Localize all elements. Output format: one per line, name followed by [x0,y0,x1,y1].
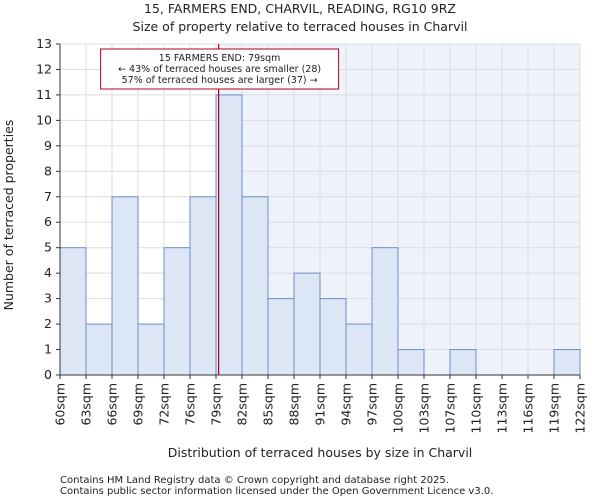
annotation-line: 15 FARMERS END: 79sqm [159,53,281,64]
bar-97sqm [371,247,399,376]
bar-94sqm [345,323,373,376]
x-tick-label: 116sqm [521,383,536,433]
bar-66sqm [111,196,139,376]
bar-63sqm [85,323,113,376]
footer-line-2: Contains public sector information licen… [60,486,493,497]
x-tick-label: 113sqm [495,383,510,433]
marker-layer: 15 FARMERS END: 79sqm← 43% of terraced h… [100,44,340,375]
x-tick-label: 66sqm [105,383,120,426]
bar-119sqm [553,349,581,376]
bars-layer [59,94,581,376]
x-tick-label: 110sqm [469,383,484,433]
footer-line-1: Contains HM Land Registry data © Crown c… [60,475,449,486]
y-tick-label: 0 [44,367,52,382]
y-tick-label: 4 [44,265,52,280]
y-tick-label: 10 [36,112,52,127]
bar-88sqm [293,272,321,376]
bar-107sqm [449,349,477,376]
x-tick-label: 107sqm [443,383,458,433]
y-tick-label: 9 [44,138,52,153]
annotation-box [100,48,340,90]
y-tick-label: 11 [36,87,52,102]
x-tick-label: 72sqm [157,383,172,426]
bar-91sqm [319,298,347,376]
chart-subtitle: Size of property relative to terraced ho… [133,19,468,34]
bar-69sqm [137,323,165,376]
bar-85sqm [267,298,295,376]
x-tick-label: 122sqm [573,383,588,433]
y-tick-label: 7 [44,189,52,204]
bar-100sqm [397,349,425,376]
y-tick-label: 12 [36,61,52,76]
bar-60sqm [59,247,87,376]
x-tick-label: 103sqm [417,383,432,433]
annotation-line: ← 43% of terraced houses are smaller (28… [118,64,321,75]
bar-79sqm [215,94,243,376]
x-tick-label: 79sqm [209,383,224,426]
x-tick-label: 69sqm [131,383,146,426]
y-tick-label: 3 [44,291,52,306]
y-axis-label: Number of terraced properties [1,120,16,311]
y-tick-label: 13 [36,36,52,51]
x-tick-label: 85sqm [261,383,276,426]
x-tick-label: 119sqm [547,383,562,433]
y-tick-label: 6 [44,214,52,229]
annotation-line: 57% of terraced houses are larger (37) → [122,75,318,86]
x-tick-label: 63sqm [79,383,94,426]
chart-title: 15, FARMERS END, CHARVIL, READING, RG10 … [144,1,456,16]
x-tick-label: 76sqm [183,383,198,426]
y-tick-label: 5 [44,240,52,255]
y-tick-label: 2 [44,316,52,331]
x-tick-label: 82sqm [235,383,250,426]
bar-76sqm [189,196,217,376]
bar-82sqm [241,196,269,376]
x-tick-label: 88sqm [287,383,302,426]
x-axis-label: Distribution of terraced houses by size … [168,445,473,460]
y-tick-label: 8 [44,163,52,178]
x-tick-label: 97sqm [365,383,380,426]
x-tick-label: 60sqm [53,383,68,426]
x-tick-label: 100sqm [391,383,406,433]
x-tick-label: 91sqm [313,383,328,426]
bar-72sqm [163,247,191,376]
y-tick-label: 1 [44,342,52,357]
x-tick-label: 94sqm [339,383,354,426]
